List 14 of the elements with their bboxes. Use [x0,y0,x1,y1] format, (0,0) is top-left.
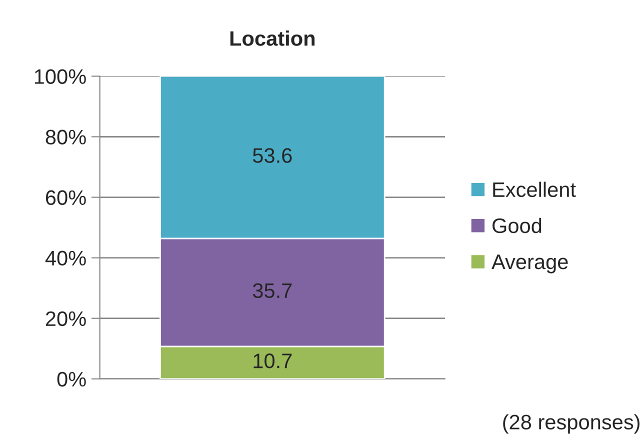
legend-label: Average [492,254,568,274]
y-tick-label: 20% [46,311,86,326]
legend-label: Excellent [493,182,576,198]
y-tick-label: 40% [45,250,86,266]
chart-title: Location [230,30,315,46]
y-tick-label: 80% [46,130,86,144]
data-label: 53.6 [252,148,292,163]
data-label: 35.7 [252,283,292,298]
text: (28 responses) [503,414,640,434]
y-tick-label: 60% [46,190,86,206]
y-tick-label: 100% [34,69,86,84]
data-label: 10.7 [254,354,292,368]
y-tick-label: 0% [57,372,86,387]
legend-label: Good [492,218,542,234]
